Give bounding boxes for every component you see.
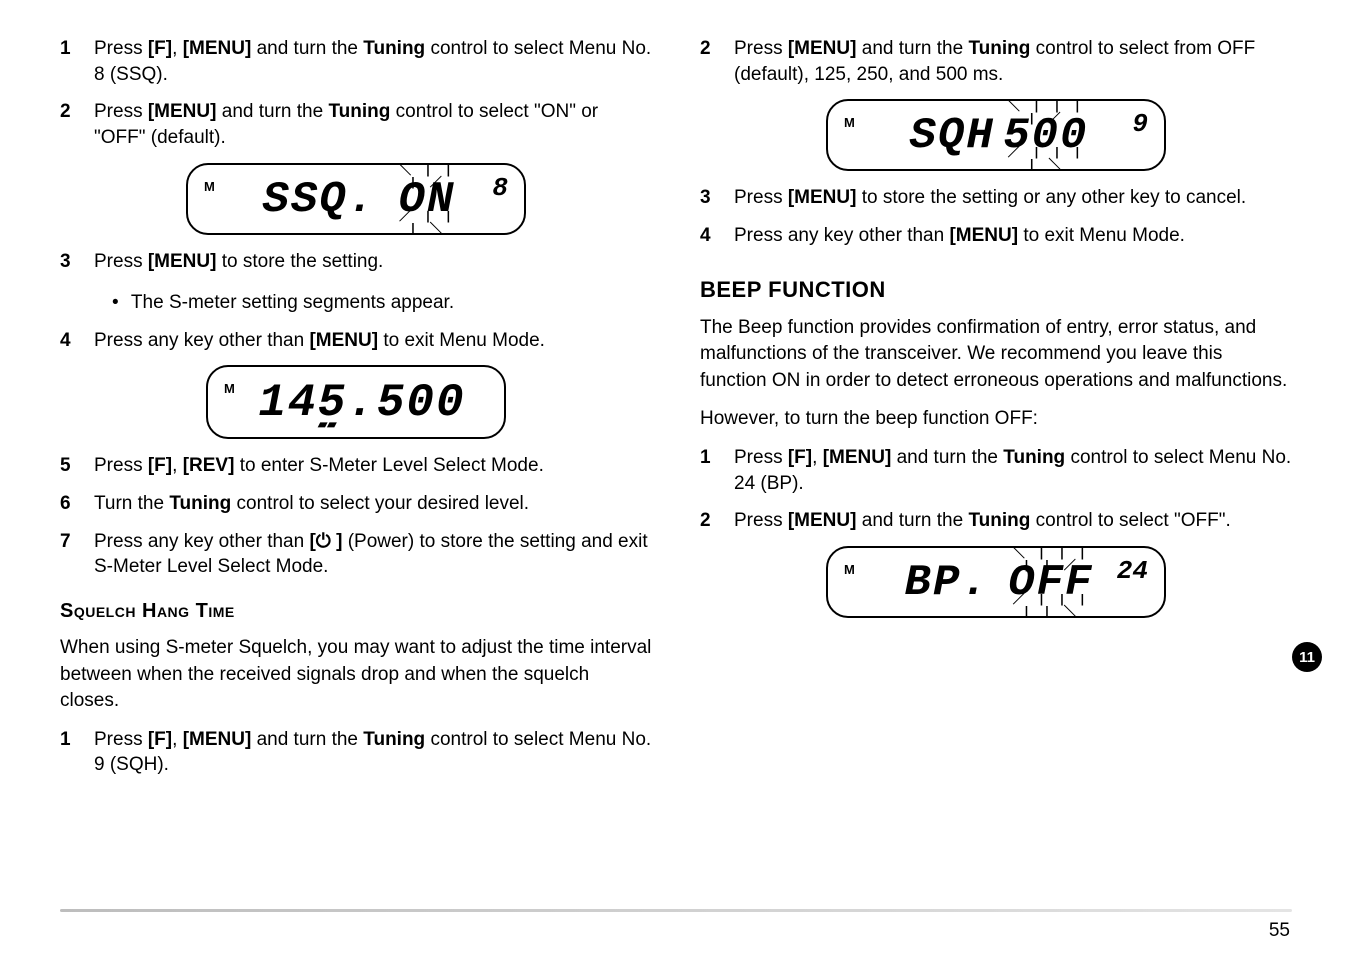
blink-rays-top: ＼ | | | ／	[399, 165, 456, 189]
two-column-layout: 1Press [F], [MENU] and turn the Tuning c…	[60, 30, 1292, 790]
steps-ssq-select: 1Press [F], [MENU] and turn the Tuning c…	[60, 36, 652, 151]
step-text: Press [MENU] and turn the Tuning control…	[734, 36, 1292, 87]
blink-rays-bot: ／ | | | | ＼	[1003, 147, 1088, 171]
step-item: 4Press any key other than [MENU] to exit…	[700, 223, 1292, 249]
step-number: 6	[60, 491, 94, 517]
chapter-tab: 11	[1292, 642, 1322, 672]
lcd-display-sqh: M SQH ＼ | | | | ／ 500 ／ | | | | ＼ 9	[700, 99, 1292, 171]
lcd-m-indicator: M	[224, 381, 235, 396]
step-number: 2	[60, 99, 94, 150]
power-icon: ⏻	[316, 529, 331, 555]
step-sub-item: • The S-meter setting segments appear.	[60, 286, 652, 316]
blink-rays-top: ＼ | | | | | ／	[1008, 548, 1093, 572]
step-text: Press [F], [MENU] and turn the Tuning co…	[94, 36, 652, 87]
lcd-menu-number: 24	[1117, 556, 1148, 586]
step-number: 2	[700, 36, 734, 87]
manual-page: 1Press [F], [MENU] and turn the Tuning c…	[0, 0, 1352, 954]
lcd-frame: M SSQ. ＼ | | | ／ ON ／ | | | ＼ 8	[186, 163, 526, 235]
lcd-frame: M SQH ＼ | | | | ／ 500 ／ | | | | ＼ 9	[826, 99, 1166, 171]
step-item: 2Press [MENU] and turn the Tuning contro…	[700, 36, 1292, 87]
left-column: 1Press [F], [MENU] and turn the Tuning c…	[60, 30, 652, 790]
lcd-menu-number: 9	[1132, 109, 1148, 139]
lcd-display-ssq: M SSQ. ＼ | | | ／ ON ／ | | | ＼ 8	[60, 163, 652, 235]
step-number: 3	[700, 185, 734, 211]
step-number: 2	[700, 508, 734, 534]
step-text: Turn the Tuning control to select your d…	[94, 491, 652, 517]
lcd-blinking-value: ＼ | | | ／ ON ／ | | | ＼	[399, 175, 456, 225]
step-text: Press [MENU] to store the setting or any…	[734, 185, 1292, 211]
steps-beep-off: 1Press [F], [MENU] and turn the Tuning c…	[700, 445, 1292, 534]
blink-rays-bot: ／ | | | ＼	[399, 211, 456, 235]
lcd-left-text: BP.	[905, 558, 990, 608]
steps-smeter-level: 5Press [F], [REV] to enter S-Meter Level…	[60, 453, 652, 580]
step-number: 1	[700, 445, 734, 496]
lcd-m-indicator: M	[844, 115, 855, 130]
steps-sqh-store: 3Press [MENU] to store the setting or an…	[700, 185, 1292, 248]
step-text: Press [MENU] and turn the Tuning control…	[734, 508, 1292, 534]
para-beep-intro: The Beep function provides confirmation …	[700, 315, 1292, 395]
step-text: Press [MENU] to store the setting.	[94, 249, 652, 275]
lcd-display-frequency: M 145.500 ▰▰	[60, 365, 652, 439]
lcd-m-indicator: M	[204, 179, 215, 194]
step-item: 7Press any key other than [⏻ ] (Power) t…	[60, 529, 652, 580]
step-item: 6Turn the Tuning control to select your …	[60, 491, 652, 517]
step-item: 4Press any key other than [MENU] to exit…	[60, 328, 652, 354]
step-item: 1Press [F], [MENU] and turn the Tuning c…	[60, 36, 652, 87]
steps-ssq-store: 3Press [MENU] to store the setting. • The…	[60, 249, 652, 354]
heading-squelch-hang-time: Squelch Hang Time	[60, 600, 652, 623]
lcd-m-indicator: M	[844, 562, 855, 577]
lcd-left-text: SQH	[910, 111, 995, 161]
step-item: 2Press [MENU] and turn the Tuning contro…	[60, 99, 652, 150]
step-number: 5	[60, 453, 94, 479]
step-number: 4	[60, 328, 94, 354]
step-text: Press [MENU] and turn the Tuning control…	[94, 99, 652, 150]
blink-rays-bot: ／ | | | | | ＼	[1008, 594, 1093, 618]
step-item: 5Press [F], [REV] to enter S-Meter Level…	[60, 453, 652, 479]
step-number: 3	[60, 249, 94, 275]
step-sub-text: • The S-meter setting segments appear.	[112, 290, 652, 316]
lcd-display-bp: M BP. ＼ | | | | | ／ OFF ／ | | | | | ＼ 24	[700, 546, 1292, 618]
right-column: 2Press [MENU] and turn the Tuning contro…	[700, 30, 1292, 790]
para-sqh-intro: When using S-meter Squelch, you may want…	[60, 635, 652, 715]
lcd-antenna-icon: ▰▰	[318, 417, 336, 431]
step-text: Press [F], [REV] to enter S-Meter Level …	[94, 453, 652, 479]
lcd-frame: M 145.500 ▰▰	[206, 365, 506, 439]
lcd-blinking-value: ＼ | | | | | ／ OFF ／ | | | | | ＼	[1008, 558, 1093, 608]
step-text: Press any key other than [MENU] to exit …	[94, 328, 652, 354]
footer-divider	[60, 909, 1292, 912]
step-text: Press any key other than [MENU] to exit …	[734, 223, 1292, 249]
lcd-left-text: SSQ.	[263, 175, 377, 225]
step-item: 1Press [F], [MENU] and turn the Tuning c…	[700, 445, 1292, 496]
heading-beep-function: BEEP FUNCTION	[700, 277, 1292, 303]
step-item: 3Press [MENU] to store the setting or an…	[700, 185, 1292, 211]
page-number: 55	[1269, 920, 1290, 942]
steps-sqh-value: 2Press [MENU] and turn the Tuning contro…	[700, 36, 1292, 87]
lcd-frequency: 145.500	[258, 377, 465, 429]
para-beep-off: However, to turn the beep function OFF:	[700, 406, 1292, 433]
step-item: 2Press [MENU] and turn the Tuning contro…	[700, 508, 1292, 534]
step-text: Press [F], [MENU] and turn the Tuning co…	[94, 727, 652, 778]
lcd-menu-number: 8	[492, 173, 508, 203]
lcd-blinking-value: ＼ | | | | ／ 500 ／ | | | | ＼	[1003, 111, 1088, 161]
step-number: 7	[60, 529, 94, 580]
step-number: 1	[60, 36, 94, 87]
step-item: 1Press [F], [MENU] and turn the Tuning c…	[60, 727, 652, 778]
step-number: 1	[60, 727, 94, 778]
step-item: 3Press [MENU] to store the setting.	[60, 249, 652, 275]
step-number: 4	[700, 223, 734, 249]
steps-sqh-select: 1Press [F], [MENU] and turn the Tuning c…	[60, 727, 652, 778]
step-text: Press any key other than [⏻ ] (Power) to…	[94, 529, 652, 580]
blink-rays-top: ＼ | | | | ／	[1003, 101, 1088, 125]
step-text: Press [F], [MENU] and turn the Tuning co…	[734, 445, 1292, 496]
lcd-frame: M BP. ＼ | | | | | ／ OFF ／ | | | | | ＼ 24	[826, 546, 1166, 618]
